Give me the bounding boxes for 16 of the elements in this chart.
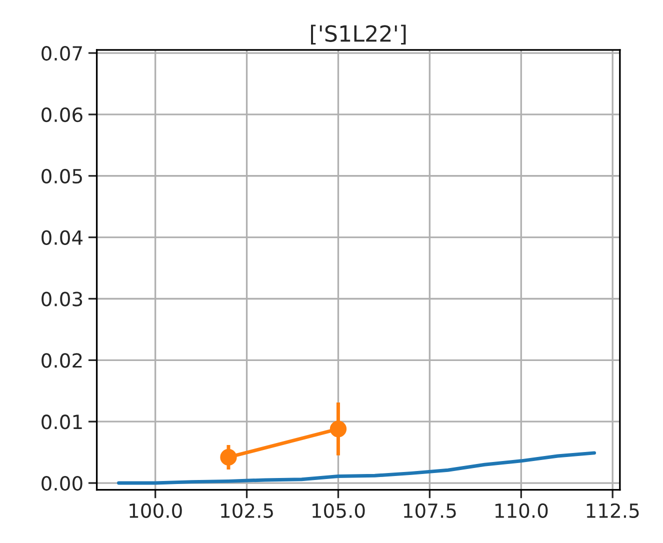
y-tick-label: 0.05: [42, 168, 82, 184]
y-tick-label: 0.00: [42, 476, 82, 491]
y-tick-label: 0.04: [42, 230, 83, 245]
chart-title: ['S1L22']: [311, 24, 406, 45]
y-tick-label: 0.03: [42, 292, 82, 306]
line-series: [117, 451, 596, 485]
x-tick-label: 102.5: [221, 503, 273, 518]
x-tick-label: 112.5: [586, 503, 639, 518]
y-tick-label: 0.01: [42, 414, 82, 430]
x-tick-label: 110.0: [495, 503, 548, 518]
x-tick-label: 100.0: [130, 503, 182, 518]
x-tick-label: 105.0: [312, 503, 365, 518]
x-tick-label: 107.5: [404, 503, 456, 518]
y-tick-label: 0.07: [42, 46, 82, 61]
y-tick-label: 0.06: [42, 107, 82, 122]
y-tick-label: 0.02: [42, 353, 82, 368]
